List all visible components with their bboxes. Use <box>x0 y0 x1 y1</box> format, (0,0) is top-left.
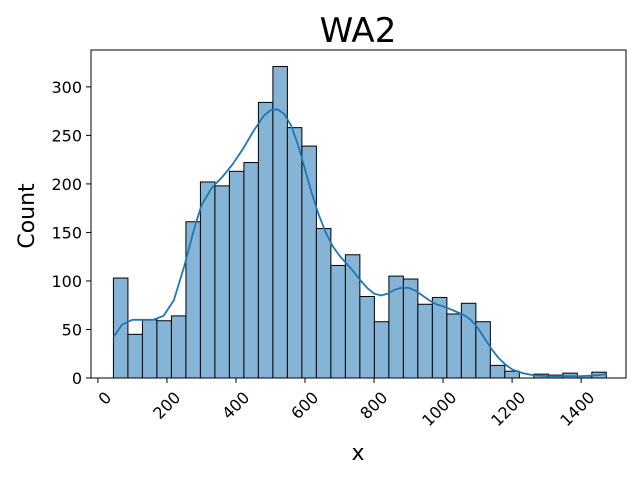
histogram-bar-14 <box>315 228 332 379</box>
histogram-bar-5 <box>185 221 201 379</box>
y-tick-label-4: 200 <box>51 175 82 194</box>
y-tick-label-5: 250 <box>51 126 82 145</box>
histogram-bar-11 <box>272 65 288 379</box>
histogram-bar-7 <box>214 185 230 379</box>
histogram-bar-9 <box>243 162 259 379</box>
y-tick-label-6: 300 <box>51 78 82 97</box>
histogram-bar-4 <box>170 315 187 379</box>
histogram-bar-17 <box>359 295 375 379</box>
histogram-bar-15 <box>330 264 346 379</box>
x-tick-label-5: 1000 <box>418 388 460 430</box>
axes-frame <box>90 49 627 379</box>
x-axis-label: x <box>351 441 364 466</box>
histogram-bar-18 <box>373 321 390 379</box>
y-axis-label: Count <box>15 183 40 249</box>
y-tick-label-2: 100 <box>51 272 82 291</box>
x-tick-label-2: 400 <box>218 388 253 423</box>
histogram-bar-3 <box>156 320 172 379</box>
chart-title: WA2 <box>320 11 397 51</box>
histogram-bar-25 <box>475 321 491 379</box>
x-tick-label-6: 1200 <box>487 388 529 430</box>
histogram-bar-12 <box>286 127 303 379</box>
histogram-bar-16 <box>344 254 361 379</box>
histogram-bar-22 <box>431 296 448 379</box>
histogram-bar-26 <box>489 364 506 379</box>
histogram-bar-23 <box>446 313 462 379</box>
x-tick-label-3: 600 <box>287 388 322 423</box>
histogram-bar-2 <box>141 319 158 379</box>
y-tick-label-0: 0 <box>72 369 82 388</box>
histogram-bar-21 <box>417 303 433 379</box>
histogram-bar-6 <box>199 181 216 379</box>
x-tick-label-0: 0 <box>95 388 116 409</box>
histogram-bar-8 <box>228 170 245 379</box>
histogram-bar-10 <box>257 101 274 379</box>
y-tick-label-1: 50 <box>62 320 82 339</box>
x-tick-label-4: 800 <box>356 388 391 423</box>
x-tick-label-1: 200 <box>149 388 184 423</box>
kde-curve <box>112 108 607 377</box>
bars-group <box>112 65 607 379</box>
x-axis-ticks: 0 200 400 600 800 1000 1200 1400 <box>95 378 598 430</box>
y-tick-label-3: 150 <box>51 223 82 242</box>
histogram-bar-20 <box>402 278 419 379</box>
x-tick-label-7: 1400 <box>556 388 598 430</box>
histogram-bar-27 <box>504 370 520 379</box>
y-axis-ticks: 0 50 100 150 200 250 300 <box>51 78 91 388</box>
histogram-bar-1 <box>127 333 143 379</box>
